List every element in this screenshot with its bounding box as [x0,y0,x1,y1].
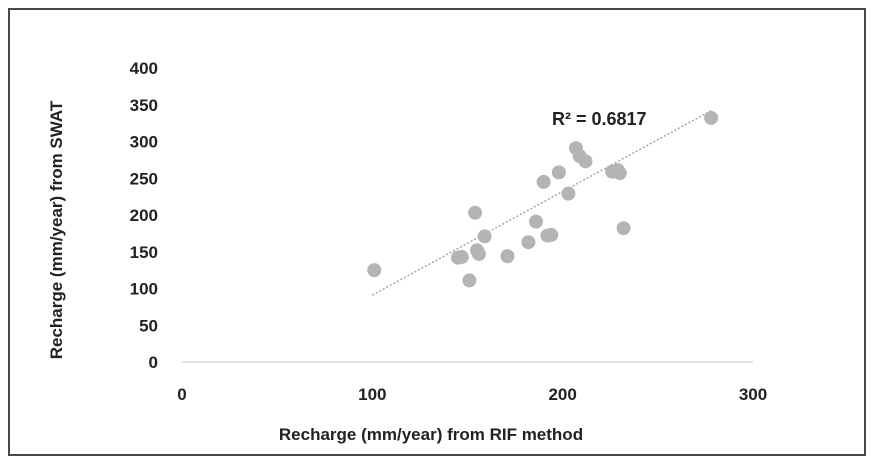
data-point [612,166,627,181]
y-tick-label: 250 [130,169,158,188]
data-point [500,249,515,264]
data-point [551,165,566,180]
r-squared-annotation: R² = 0.6817 [552,109,647,129]
y-tick-label: 100 [130,280,158,299]
data-point [704,110,719,125]
x-tick-label: 300 [739,385,767,404]
data-point [578,154,593,169]
y-tick-label: 50 [139,316,158,335]
data-point [536,174,551,189]
chart-frame [8,8,866,456]
y-tick-label: 300 [130,133,158,152]
data-point [462,273,477,288]
data-point [529,214,544,229]
data-point [468,205,483,220]
data-point [471,246,486,261]
y-axis-title: Recharge (mm/year) from SWAT [47,100,66,359]
data-point [477,229,492,244]
x-tick-label: 100 [358,385,386,404]
y-tick-label: 400 [130,59,158,78]
data-point [561,186,576,201]
data-points [367,110,719,288]
data-point [544,227,559,242]
x-tick-label: 200 [548,385,576,404]
data-point [521,235,536,250]
x-tick-labels: 0 100 200 300 [177,385,767,404]
y-tick-label: 150 [130,243,158,262]
y-tick-labels: 0 50 100 150 200 250 300 350 400 [130,59,158,372]
y-tick-label: 0 [149,353,158,372]
x-axis-title: Recharge (mm/year) from RIF method [279,425,583,444]
x-tick-label: 0 [177,385,186,404]
trendline [372,110,712,296]
data-point [454,249,469,264]
data-point [616,221,631,236]
y-tick-label: 350 [130,96,158,115]
data-point [367,263,382,278]
y-tick-label: 200 [130,206,158,225]
